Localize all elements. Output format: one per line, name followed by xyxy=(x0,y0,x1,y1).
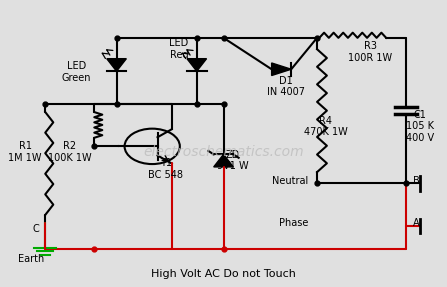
Text: Neutral: Neutral xyxy=(272,176,308,186)
Text: T1
BC 548: T1 BC 548 xyxy=(148,158,183,180)
Text: High Volt AC Do not Touch: High Volt AC Do not Touch xyxy=(151,269,296,279)
Text: R3
100R 1W: R3 100R 1W xyxy=(349,41,392,63)
Text: Phase: Phase xyxy=(279,218,308,228)
Text: R4
470K 1W: R4 470K 1W xyxy=(304,116,348,137)
Polygon shape xyxy=(187,59,207,71)
Text: LED
Green: LED Green xyxy=(62,61,91,83)
Text: C: C xyxy=(32,224,39,234)
Text: A: A xyxy=(413,218,420,228)
Text: ZD
9V1 W: ZD 9V1 W xyxy=(217,150,248,171)
Text: Earth: Earth xyxy=(18,254,44,264)
Text: R1
1M 1W: R1 1M 1W xyxy=(8,141,42,163)
Polygon shape xyxy=(107,59,127,71)
Text: C1
105 K
400 V: C1 105 K 400 V xyxy=(405,110,434,143)
Text: D1
IN 4007: D1 IN 4007 xyxy=(267,75,305,97)
Text: LED
Red: LED Red xyxy=(169,38,189,60)
Text: B: B xyxy=(413,176,420,186)
Text: electroschematics.com: electroschematics.com xyxy=(143,145,304,159)
Polygon shape xyxy=(214,154,233,167)
Polygon shape xyxy=(272,63,291,75)
Text: R2
100K 1W: R2 100K 1W xyxy=(48,141,92,163)
